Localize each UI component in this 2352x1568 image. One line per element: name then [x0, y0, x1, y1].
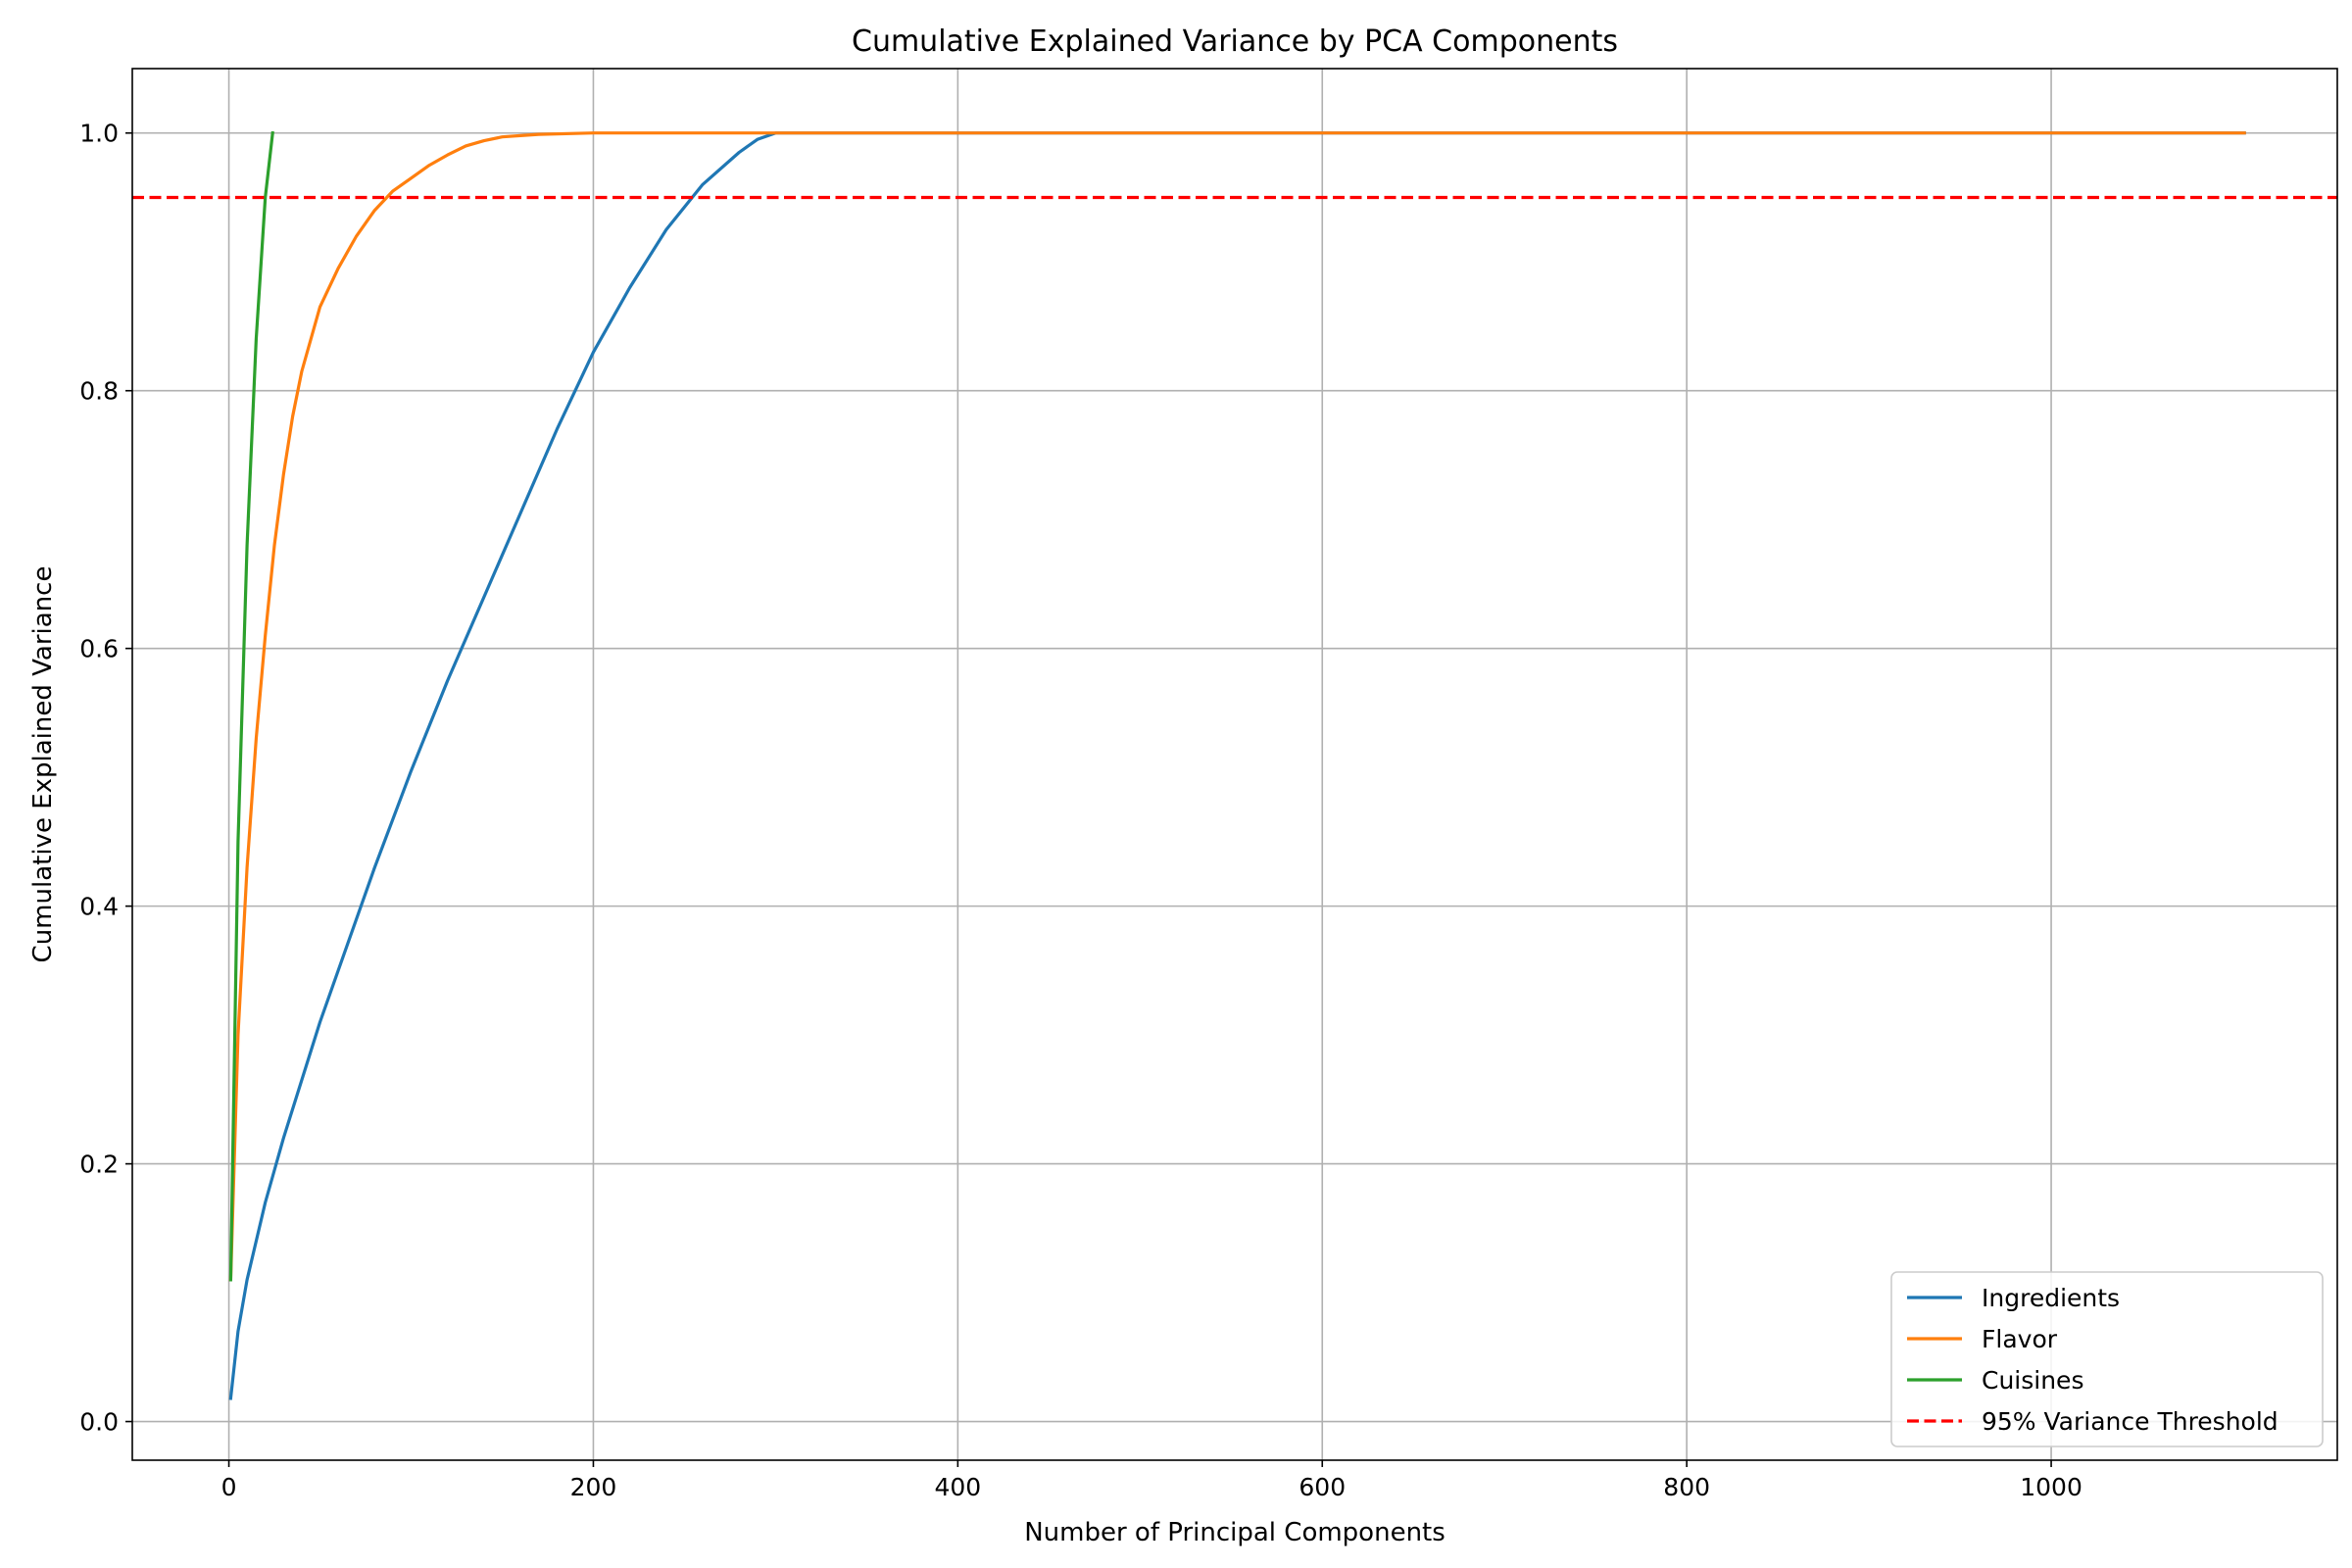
axis-ticks: 0 200 400 600 800 1000 0.0 0.2 0.4 0.6 0.8 1.0 — [79, 120, 2082, 1501]
legend-label-95-variance-threshold: 95% Variance Threshold — [1982, 1407, 2278, 1436]
x-tick-label: 0 — [221, 1473, 237, 1501]
x-tick-label: 800 — [1663, 1473, 1710, 1501]
x-axis-label: Number of Principal Components — [1024, 1518, 1446, 1547]
plot-area: 0 200 400 600 800 1000 0.0 0.2 0.4 0.6 0.8 1.0 — [79, 68, 2338, 1501]
y-axis-label: Cumulative Explained Variance — [28, 566, 58, 963]
y-tick-label: 0.6 — [79, 635, 119, 663]
legend-label-ingredients: Ingredients — [1982, 1284, 2120, 1312]
plot-background — [132, 69, 2337, 1460]
legend-label-cuisines: Cuisines — [1982, 1366, 2083, 1395]
y-tick-label: 0.0 — [79, 1408, 119, 1437]
y-tick-label: 0.2 — [79, 1151, 119, 1179]
plot-frame — [131, 68, 2338, 1461]
x-tick-label: 600 — [1298, 1473, 1346, 1501]
series-line-flavor — [228, 131, 2246, 1282]
y-tick-label: 1.0 — [79, 120, 119, 148]
y-tick-label: 0.8 — [79, 377, 119, 406]
series-lines — [132, 130, 2337, 1400]
x-tick-label: 200 — [570, 1473, 617, 1501]
legend-frame — [1890, 1271, 2324, 1447]
chart-title: Cumulative Explained Variance by PCA Com… — [852, 24, 1618, 59]
legend-label-flavor: Flavor — [1982, 1325, 2058, 1353]
series-line-cuisines — [228, 130, 274, 1282]
legend: Ingredients Flavor Cuisines 95% Variance Th… — [1890, 1271, 2324, 1447]
x-tick-label: 400 — [934, 1473, 981, 1501]
x-tick-label: 1000 — [2020, 1473, 2082, 1501]
y-tick-label: 0.4 — [79, 893, 119, 921]
